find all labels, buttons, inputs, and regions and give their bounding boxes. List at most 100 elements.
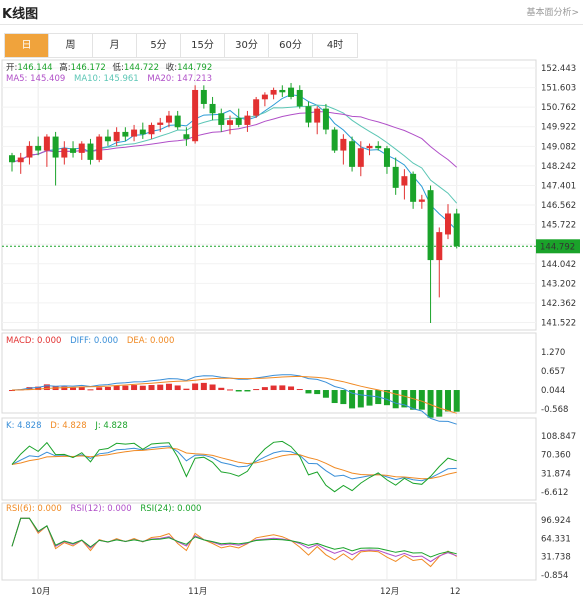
kdj-tick-label: 70.360 <box>541 451 571 461</box>
macd-bar <box>383 390 390 406</box>
macd-bar <box>200 382 207 391</box>
high-value: 146.172 <box>71 63 106 73</box>
candle <box>218 108 225 132</box>
macd-bar <box>165 383 172 391</box>
candle-body <box>349 141 356 167</box>
price-tick-label: 142.362 <box>541 299 576 309</box>
macd-tick-label: 0.657 <box>541 367 565 377</box>
candle-body <box>165 115 172 123</box>
macd-bar <box>148 385 155 391</box>
tab-30min[interactable]: 30分 <box>225 34 269 57</box>
macd-bar <box>183 388 190 391</box>
fundamental-analysis-link[interactable]: 基本面分析> <box>526 8 579 18</box>
candle <box>165 110 172 128</box>
macd-bar <box>253 389 260 391</box>
rsi-tick-label: 31.738 <box>541 553 571 563</box>
j-label: J: 4.828 <box>94 421 127 431</box>
macd-bar <box>357 390 364 408</box>
candle-body <box>148 124 155 135</box>
macd-bar <box>61 386 68 391</box>
macd-bar <box>427 390 434 418</box>
macd-bar <box>43 384 50 391</box>
candle-body <box>96 136 103 160</box>
candle <box>296 85 303 109</box>
price-tick-label: 151.603 <box>541 84 576 94</box>
candle <box>122 127 129 142</box>
candle-body <box>296 89 303 107</box>
candle <box>410 171 417 209</box>
price-tick-label: 148.242 <box>541 162 576 172</box>
tab-4hour[interactable]: 4时 <box>326 40 344 51</box>
candle-body <box>131 129 138 137</box>
diff-label: DIFF: 0.000 <box>70 336 118 346</box>
candle <box>375 141 382 151</box>
macd-bar <box>209 384 216 391</box>
candle-body <box>392 166 399 188</box>
close-value: 144.792 <box>177 63 212 73</box>
candle <box>87 138 94 165</box>
candle-body <box>340 138 347 151</box>
candle-body <box>436 232 443 261</box>
candle <box>349 136 356 172</box>
candle-body <box>288 87 295 97</box>
tab-day[interactable]: 日 <box>5 34 49 57</box>
tab-15min[interactable]: 15分 <box>181 34 225 57</box>
low-label: 低: <box>112 62 123 73</box>
rsi-tick-label: 64.331 <box>541 534 571 544</box>
tab-5min[interactable]: 5分 <box>137 34 181 57</box>
header: K线图 基本面分析> <box>0 0 583 25</box>
macd-label: MACD: 0.000 <box>6 336 61 346</box>
candle <box>453 208 460 249</box>
tab-month[interactable]: 月 <box>93 34 137 57</box>
candle-body <box>52 136 59 158</box>
price-tick-label: 143.202 <box>541 279 576 289</box>
candle <box>78 141 85 160</box>
candle-body <box>9 155 15 163</box>
macd-bar <box>35 386 42 391</box>
rsi-tick-label: -0.854 <box>541 571 568 581</box>
price-tick-label: 152.443 <box>541 64 576 74</box>
candle <box>209 96 216 121</box>
candle-body <box>192 89 199 142</box>
candle-body <box>61 148 68 158</box>
candle <box>43 134 50 167</box>
candle <box>148 122 155 139</box>
close-label: 收: <box>166 62 177 73</box>
rsi6-label: RSI(6): 0.000 <box>6 504 62 514</box>
macd-bar <box>392 390 399 409</box>
candle-body <box>383 148 390 167</box>
price-tick-label: 149.922 <box>541 123 576 133</box>
current-price-label: 144.792 <box>540 242 575 252</box>
kdj-tick-label: -6.612 <box>541 488 568 498</box>
candle-body <box>209 103 216 114</box>
candle <box>445 204 451 240</box>
candle-body <box>410 173 417 202</box>
candle <box>305 101 312 128</box>
candle <box>322 103 329 135</box>
rsi24-label: RSI(24): 0.000 <box>140 504 201 514</box>
panel-border <box>1 59 537 331</box>
candle-body <box>26 145 33 158</box>
candle <box>227 115 233 135</box>
tab-60min[interactable]: 60分 <box>269 34 313 57</box>
candle-body <box>314 108 321 123</box>
price-tick-label: 141.522 <box>541 318 576 328</box>
macd-bar <box>270 385 277 391</box>
macd-bar <box>157 384 164 391</box>
candle-body <box>43 136 50 151</box>
macd-bar <box>78 387 85 391</box>
kdj-readout: K: 4.828 D: 4.828 J: 4.828 <box>6 421 128 431</box>
dea-line <box>11 375 457 414</box>
candle <box>183 127 190 146</box>
candle-body <box>17 157 24 163</box>
candle <box>244 110 251 132</box>
macd-bar <box>139 385 146 391</box>
candle-body <box>253 99 260 116</box>
tab-week[interactable]: 周 <box>49 34 93 57</box>
rsi-tick-label: 96.924 <box>541 516 571 526</box>
macd-bar <box>296 389 303 391</box>
price-tick-label: 146.562 <box>541 201 576 211</box>
candle <box>418 194 425 209</box>
panel-border <box>1 332 537 414</box>
